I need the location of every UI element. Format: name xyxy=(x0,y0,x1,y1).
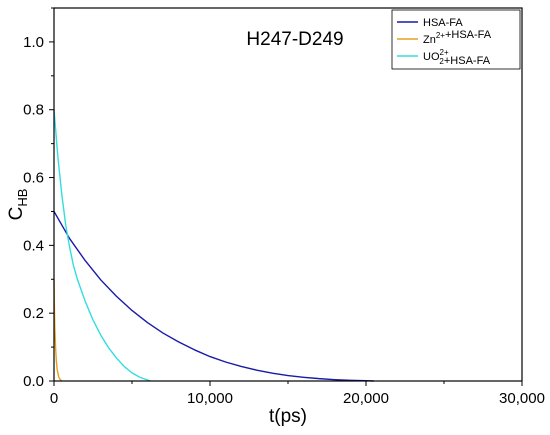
y-axis-title: CHB xyxy=(6,189,30,221)
y-tick-label: 1.0 xyxy=(23,34,44,51)
y-tick-label: 0.8 xyxy=(23,102,44,119)
series-line-3 xyxy=(53,109,151,382)
legend-label-1: HSA-FA xyxy=(423,17,463,29)
plot-lines xyxy=(53,109,374,382)
x-tick-label: 30,000 xyxy=(499,390,545,407)
legend-label-3: UO2+ 2+HSA-FA xyxy=(423,48,491,67)
chart-title: H247-D249 xyxy=(246,29,343,50)
x-tick-label: 0 xyxy=(50,390,58,407)
series-line-2 xyxy=(53,279,63,382)
y-axis-title-sub: HB xyxy=(15,189,30,207)
y-axis-title-main: C xyxy=(6,207,27,221)
x-tick-label: 20,000 xyxy=(343,390,389,407)
series-line-1 xyxy=(53,211,374,382)
x-axis: 0 10,000 20,000 30,000 xyxy=(50,381,545,407)
x-axis-title: t(ps) xyxy=(269,406,307,427)
y-tick-label: 0.2 xyxy=(23,305,44,322)
y-axis: 0.0 0.2 0.4 0.6 0.8 1.0 xyxy=(23,7,54,390)
y-tick-label: 0.0 xyxy=(23,373,44,390)
legend-label-2: Zn2++HSA-FA xyxy=(423,29,492,46)
y-tick-label: 0.6 xyxy=(23,170,44,187)
y-tick-label: 0.4 xyxy=(23,237,44,254)
x-tick-label: 10,000 xyxy=(187,390,233,407)
